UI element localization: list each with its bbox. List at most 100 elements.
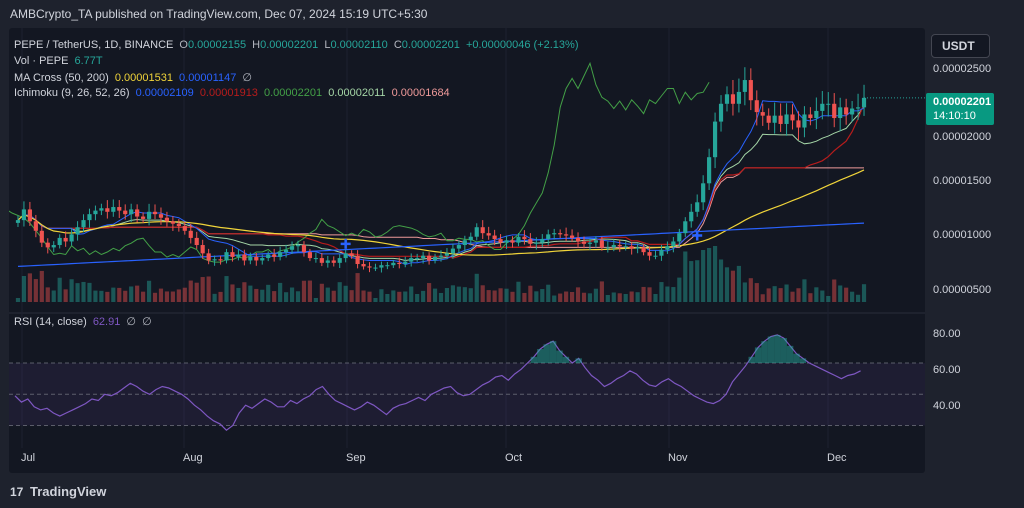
volume-bar bbox=[87, 282, 92, 302]
ichimoku-label[interactable]: Ichimoku (9, 26, 52, 26) bbox=[14, 87, 130, 99]
candle-body bbox=[182, 226, 187, 231]
candle-body bbox=[730, 94, 736, 104]
candle-body bbox=[623, 246, 628, 248]
candle-body bbox=[355, 255, 360, 265]
candle-body bbox=[855, 107, 861, 109]
time-tick: Sep bbox=[346, 452, 366, 464]
volume-bar bbox=[373, 298, 378, 302]
volume-bar bbox=[498, 288, 503, 302]
price-tick: 0.00002500 bbox=[933, 63, 992, 75]
candle-body bbox=[200, 245, 205, 254]
volume-bar bbox=[307, 280, 313, 302]
candle-body bbox=[605, 247, 610, 249]
volume-bar bbox=[188, 280, 193, 302]
volume-bar bbox=[117, 287, 122, 302]
candle-body bbox=[838, 107, 843, 119]
volume-bar bbox=[504, 288, 509, 302]
volume-bar bbox=[659, 282, 664, 302]
volume-bar bbox=[409, 286, 414, 302]
volume-bar bbox=[141, 291, 146, 302]
candle-body bbox=[569, 235, 575, 238]
candle-body bbox=[349, 253, 354, 256]
candle-body bbox=[564, 234, 569, 236]
candle-body bbox=[81, 220, 86, 228]
candle-body bbox=[295, 245, 301, 247]
candle-body bbox=[361, 264, 366, 267]
candle-body bbox=[284, 249, 289, 253]
ma-cross-marker bbox=[692, 230, 703, 241]
ma-legend-row: MA Cross (50, 200) 0.00001531 0.00001147… bbox=[14, 71, 255, 84]
volume-bar bbox=[855, 294, 861, 302]
volume-bar bbox=[528, 285, 533, 302]
volume-bar bbox=[397, 291, 402, 302]
candle-body bbox=[45, 242, 50, 248]
volume-bar bbox=[254, 288, 259, 302]
volume-bar bbox=[832, 279, 837, 302]
ma200-value: 0.00001147 bbox=[179, 72, 237, 84]
volume-bar bbox=[206, 276, 211, 302]
candle-body bbox=[450, 248, 456, 254]
volume-bar bbox=[75, 283, 80, 302]
candle-body bbox=[141, 216, 146, 219]
rsi-extra-2: ∅ bbox=[142, 316, 152, 328]
volume-bar bbox=[319, 283, 324, 302]
volume-bar bbox=[450, 285, 456, 302]
candle-body bbox=[611, 245, 616, 248]
volume-bar bbox=[766, 288, 771, 302]
candle-body bbox=[272, 254, 277, 257]
candle-body bbox=[146, 211, 152, 219]
tradingview-logo[interactable]: 17 TradingView bbox=[10, 484, 107, 499]
candle-body bbox=[534, 242, 539, 244]
price-tick: 0.00001500 bbox=[933, 175, 992, 187]
candle-body bbox=[39, 230, 44, 243]
volume-bar bbox=[552, 295, 557, 302]
candle-body bbox=[462, 240, 467, 246]
volume-bar bbox=[182, 287, 187, 302]
ichimoku-lead-b: 0.00001684 bbox=[391, 87, 450, 99]
candle-body bbox=[486, 233, 491, 236]
chart-area[interactable] bbox=[9, 28, 925, 473]
ma-cross-label[interactable]: MA Cross (50, 200) bbox=[14, 72, 109, 84]
rsi-label[interactable]: RSI (14, close) bbox=[14, 316, 87, 328]
volume-bar bbox=[635, 292, 640, 302]
ma200-line bbox=[17, 222, 865, 267]
candle-body bbox=[152, 211, 158, 215]
symbol-label[interactable]: PEPE / TetherUS, 1D, BINANCE bbox=[14, 39, 174, 51]
volume-bar bbox=[742, 282, 747, 302]
candle-body bbox=[474, 227, 479, 237]
volume-bar bbox=[707, 248, 712, 302]
volume-bar bbox=[272, 291, 277, 302]
last-price-badge: 0.00002201 14:10:10 bbox=[926, 93, 994, 125]
candle-body bbox=[665, 246, 670, 250]
candle-body bbox=[218, 259, 223, 261]
candle-body bbox=[701, 183, 706, 203]
volume-bar bbox=[456, 286, 461, 302]
candle-body bbox=[522, 236, 527, 240]
candle-body bbox=[373, 267, 378, 269]
candle-body bbox=[575, 237, 581, 242]
volume-bar bbox=[158, 288, 164, 302]
volume-bar bbox=[242, 282, 247, 302]
volume-bar bbox=[421, 290, 426, 302]
ichimoku-legend-row: Ichimoku (9, 26, 52, 26) 0.00002109 0.00… bbox=[14, 87, 453, 99]
volume-bar bbox=[844, 287, 849, 302]
candle-body bbox=[21, 209, 27, 221]
ohlc-o-value: 0.00002155 bbox=[187, 39, 247, 51]
chart-canvas[interactable] bbox=[9, 28, 925, 473]
currency-button[interactable]: USDT bbox=[931, 34, 990, 58]
candle-body bbox=[33, 221, 38, 231]
candle-body bbox=[796, 120, 801, 128]
ohlc-o-label: O bbox=[179, 39, 188, 51]
candle-body bbox=[772, 115, 777, 123]
volume-label[interactable]: Vol · PEPE bbox=[14, 55, 69, 67]
price-change: +0.00000046 (+2.13%) bbox=[465, 39, 579, 51]
volume-bar bbox=[838, 285, 843, 302]
candle-body bbox=[629, 246, 634, 249]
candle-body bbox=[135, 209, 140, 217]
volume-bar bbox=[45, 287, 50, 302]
volume-bar bbox=[623, 294, 628, 302]
volume-bar bbox=[343, 285, 348, 302]
candle-body bbox=[337, 258, 342, 263]
volume-bar bbox=[385, 294, 390, 302]
